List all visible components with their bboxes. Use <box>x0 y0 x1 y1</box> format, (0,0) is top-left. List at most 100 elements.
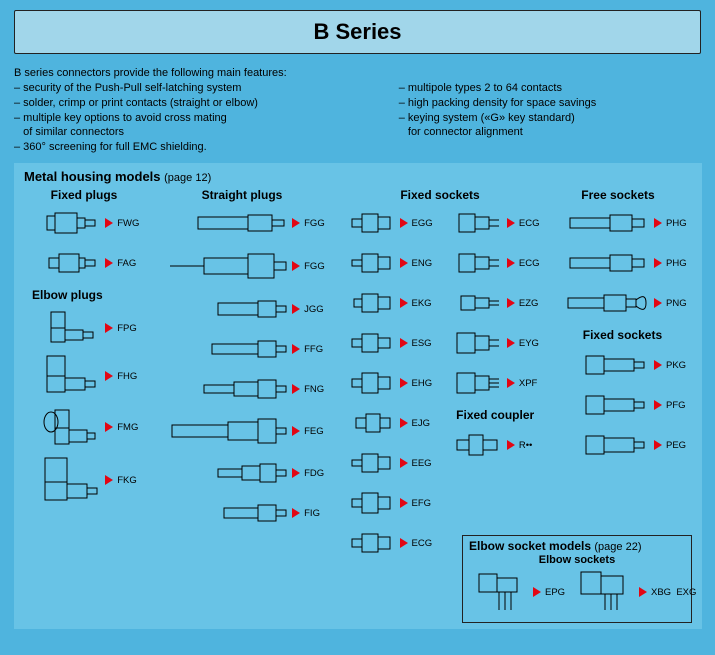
arrow-icon <box>400 498 408 508</box>
arrow-icon <box>507 298 515 308</box>
connector-code: PHG <box>664 258 692 269</box>
connector-code: FFG <box>302 344 330 355</box>
connector-item: ECG <box>446 244 545 282</box>
connector-code: FGG <box>302 261 330 272</box>
arrow-icon <box>507 378 515 388</box>
arrow-icon <box>654 360 662 370</box>
connector-icon <box>446 248 503 278</box>
connector-icon <box>575 577 635 607</box>
connector-code: EYG <box>517 338 545 349</box>
connector-code: FMG <box>115 422 143 433</box>
connector-icon <box>338 448 395 478</box>
connector-item: FAG <box>24 244 143 282</box>
arrow-icon <box>507 258 515 268</box>
connector-icon <box>24 361 101 391</box>
arrow-icon <box>400 298 408 308</box>
connector-code: EFG <box>410 498 438 509</box>
connector-icon <box>24 465 101 495</box>
hdr-fixed-plugs: Fixed plugs <box>24 188 144 202</box>
connector-item: FGG <box>151 244 330 288</box>
features-intro: B series connectors provide the followin… <box>14 66 701 81</box>
connector-icon <box>446 328 503 358</box>
connector-icon <box>553 430 650 460</box>
arrow-icon <box>400 418 408 428</box>
arrow-icon <box>105 422 113 432</box>
arrow-icon <box>507 338 515 348</box>
connector-icon <box>151 374 288 404</box>
feature-line: – multipole types 2 to 64 contacts <box>399 81 701 96</box>
arrow-icon <box>654 298 662 308</box>
feature-line: – keying system («G» key standard) <box>399 111 701 126</box>
connector-icon <box>338 368 395 398</box>
arrow-icon <box>292 261 300 271</box>
connector-item: ECG <box>446 204 545 242</box>
connector-item: PEG <box>553 426 692 464</box>
col-straight-plugs: FGG FGG JGG FFG FNG <box>151 204 330 562</box>
features-right: – multipole types 2 to 64 contacts – hig… <box>399 81 701 155</box>
feature-line: – multiple key options to avoid cross ma… <box>14 111 399 126</box>
arrow-icon <box>400 378 408 388</box>
arrow-icon <box>400 258 408 268</box>
connector-code: FWG <box>115 218 143 229</box>
connector-code: FNG <box>302 384 330 395</box>
connector-code: EZG <box>517 298 545 309</box>
connector-code: R•• <box>517 440 545 451</box>
connector-item: PFG <box>553 386 692 424</box>
connector-icon <box>446 288 503 318</box>
feature-line: for connector alignment <box>399 125 701 140</box>
metal-models-label: Metal housing models <box>24 169 161 184</box>
connector-code: FKG <box>115 475 143 486</box>
connector-icon <box>338 288 395 318</box>
connector-icon <box>553 288 650 318</box>
connector-item: PHG <box>553 244 692 282</box>
connector-code: EGG <box>410 218 438 229</box>
connector-code: FAG <box>115 258 143 269</box>
connector-item: EHG <box>338 364 437 402</box>
connector-code: PEG <box>664 440 692 451</box>
connector-icon <box>553 208 650 238</box>
connector-code: EEG <box>410 458 438 469</box>
arrow-icon <box>533 587 541 597</box>
connector-grid: FWG FAG Elbow plugs FPG FHG FMG <box>24 204 692 562</box>
col-free-sockets: PHG PHG PNG Fixed sockets PKG PFG PEG <box>553 204 692 562</box>
connector-icon <box>469 577 529 607</box>
connector-icon <box>338 528 395 558</box>
connector-icon <box>446 368 503 398</box>
connector-item: FWG <box>24 204 143 242</box>
connector-icon <box>24 412 101 442</box>
connector-code: XBG EXG <box>649 587 697 598</box>
connector-icon <box>151 294 288 324</box>
connector-icon <box>24 313 101 343</box>
connector-item: PKG <box>553 346 692 384</box>
feature-line: – high packing density for space savings <box>399 96 701 111</box>
feature-line: of similar connectors <box>14 125 399 140</box>
connector-code: FPG <box>115 323 143 334</box>
arrow-icon <box>292 344 300 354</box>
arrow-icon <box>400 538 408 548</box>
connector-item: EJG <box>338 404 437 442</box>
connector-code: FGG <box>302 218 330 229</box>
connector-item: EGG <box>338 204 437 242</box>
arrow-icon <box>654 218 662 228</box>
page-title: B Series <box>313 19 401 45</box>
connector-item: XPF <box>446 364 545 402</box>
connector-item: FEG <box>151 410 330 452</box>
connector-code: ECG <box>517 218 545 229</box>
connector-code: FEG <box>302 426 330 437</box>
arrow-icon <box>654 440 662 450</box>
connector-icon <box>24 248 101 278</box>
connector-item: FGG <box>151 204 330 242</box>
elbow-socket-title: Elbow socket models (page 22) <box>469 539 685 553</box>
arrow-icon <box>654 400 662 410</box>
connector-item: XBG EXG <box>575 568 685 616</box>
column-headers: Fixed plugs Straight plugs Fixed sockets… <box>24 188 692 202</box>
hdr-fixed-coupler: Fixed coupler <box>446 408 545 422</box>
arrow-icon <box>400 338 408 348</box>
metal-models-page: (page 12) <box>164 172 211 184</box>
connector-code: XPF <box>517 378 545 389</box>
connector-item: EYG <box>446 324 545 362</box>
connector-code: FIG <box>302 508 330 519</box>
arrow-icon <box>292 384 300 394</box>
connector-icon <box>338 328 395 358</box>
connector-code: EKG <box>410 298 438 309</box>
